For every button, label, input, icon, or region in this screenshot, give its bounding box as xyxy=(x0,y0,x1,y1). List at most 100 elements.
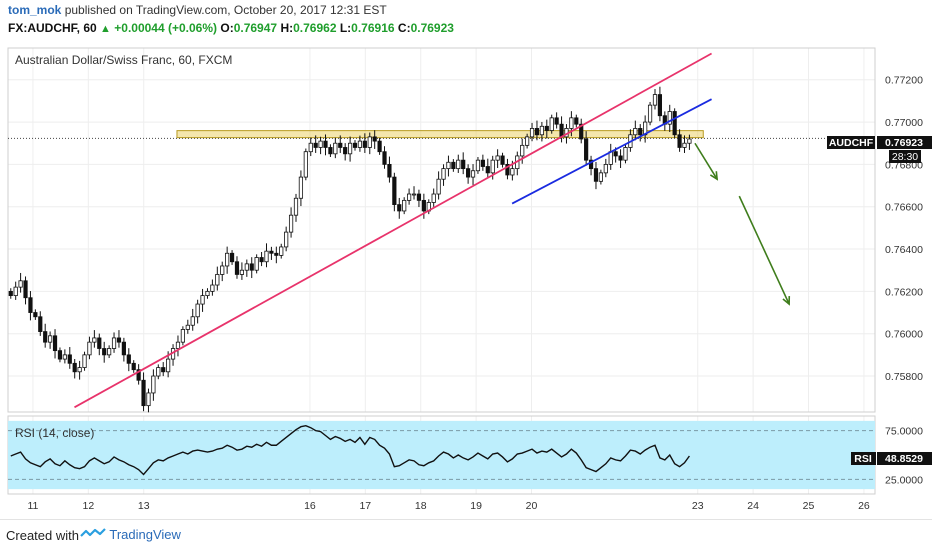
price-tick-label: 0.76000 xyxy=(885,329,923,341)
price-tick-label: 0.75800 xyxy=(885,371,923,383)
arrow-head xyxy=(709,171,719,181)
downward-arrow xyxy=(694,142,718,180)
candle-body xyxy=(77,367,82,373)
candle-body xyxy=(303,151,308,178)
candle-body xyxy=(180,329,185,343)
time-tick-label: 12 xyxy=(82,500,94,512)
candle-body xyxy=(323,140,328,148)
candle-body xyxy=(318,140,323,148)
candle-body xyxy=(338,142,343,148)
candle-body xyxy=(549,117,554,131)
candle-body xyxy=(421,199,426,212)
arrow-head xyxy=(782,296,791,306)
candle-body xyxy=(220,265,225,275)
candle-body xyxy=(333,142,338,155)
price-tick-label: 0.77200 xyxy=(885,75,923,87)
candle-body xyxy=(274,252,279,256)
rsi-pane xyxy=(8,420,875,490)
candle-body xyxy=(569,117,574,129)
candle-body xyxy=(97,337,102,349)
tradingview-brand: TradingView xyxy=(109,527,181,542)
candle-body xyxy=(559,123,564,138)
candle-body xyxy=(244,263,249,271)
candle-body xyxy=(500,155,505,165)
candle-body xyxy=(92,337,97,343)
candle-body xyxy=(475,159,481,172)
candle-body xyxy=(672,111,677,136)
candle-body xyxy=(215,274,220,286)
candle-body xyxy=(111,337,117,349)
candle-body xyxy=(38,316,43,332)
candle-body xyxy=(652,94,658,106)
symbol-label[interactable]: FX:AUDCHF, 60 xyxy=(8,21,97,35)
candle-body xyxy=(131,362,136,371)
candle-body xyxy=(23,280,28,299)
rsi-axis[interactable]: 25.0000 75.0000 xyxy=(885,426,923,487)
candle-body xyxy=(544,125,549,131)
price-tick-label: 0.76600 xyxy=(885,202,923,214)
candle-body xyxy=(593,168,599,182)
candle-body xyxy=(657,94,663,117)
candle-body xyxy=(362,140,367,148)
candle-body xyxy=(677,134,682,148)
open-label: O: xyxy=(220,21,234,35)
candle-body xyxy=(116,337,122,343)
candle-body xyxy=(33,312,38,318)
bar-countdown: 28:30 xyxy=(892,151,918,163)
candle-body xyxy=(510,168,515,176)
publish-info: tom_mok published on TradingView.com, Oc… xyxy=(8,3,387,17)
candle-body xyxy=(392,176,397,206)
candle-body xyxy=(175,341,181,349)
rsi-last-value: 48.8529 xyxy=(885,453,923,465)
ohlc-legend: FX:AUDCHF, 60 ▲ +0.00044 (+0.06%) O:0.76… xyxy=(8,21,454,35)
candle-body xyxy=(166,358,171,373)
time-axis[interactable]: 11 12 13 16 17 18 19 20 23 24 25 26 xyxy=(27,500,869,512)
rsi-last-box xyxy=(877,452,932,465)
rsi-band xyxy=(8,420,875,490)
candle-body xyxy=(451,161,456,170)
downward-arrow xyxy=(738,195,790,305)
time-tick-label: 25 xyxy=(803,500,815,512)
candle-body xyxy=(441,168,446,180)
candle-body xyxy=(18,280,23,288)
candle-body xyxy=(313,142,318,148)
candle-body xyxy=(495,155,500,161)
candle-body xyxy=(520,144,525,157)
candle-body xyxy=(372,136,377,142)
last-price-label: 0.76923 xyxy=(885,137,923,149)
candle-body xyxy=(347,142,353,155)
candle-body xyxy=(633,128,638,136)
price-chart[interactable]: Australian Dollar/Swiss Franc, 60, FXCM … xyxy=(0,40,932,519)
low-label: L: xyxy=(339,21,352,35)
candle-body xyxy=(279,246,284,256)
candle-body xyxy=(461,159,466,170)
price-tick-label: 0.77000 xyxy=(885,117,923,129)
candle-body xyxy=(102,348,107,356)
high-label: H: xyxy=(280,21,294,35)
rsi-series-line xyxy=(10,425,690,476)
candle-body xyxy=(195,303,200,318)
candle-body xyxy=(407,193,412,201)
tradingview-logo[interactable]: TradingView xyxy=(80,527,181,542)
candle-body xyxy=(603,163,608,174)
close-label: C: xyxy=(397,21,411,35)
candle-body xyxy=(225,252,230,267)
tradingview-logo-icon xyxy=(80,528,106,537)
candle-body xyxy=(416,193,422,201)
candle-body xyxy=(72,362,77,373)
candle-body xyxy=(200,295,205,305)
candle-body xyxy=(456,159,461,170)
candle-body xyxy=(62,354,67,360)
candle-body xyxy=(466,168,471,178)
price-axis[interactable]: 0.758000.760000.762000.764000.766000.768… xyxy=(885,75,923,383)
time-tick-label: 11 xyxy=(27,500,38,512)
candle-body xyxy=(682,142,687,148)
candle-body xyxy=(87,341,92,356)
candle-body xyxy=(13,286,18,297)
rsi-tick-label: 25.0000 xyxy=(885,474,923,486)
candle-body xyxy=(647,104,653,123)
candle-body xyxy=(234,261,240,275)
candle-body xyxy=(397,204,402,212)
price-tick-label: 0.76200 xyxy=(885,286,923,298)
author-link[interactable]: tom_mok xyxy=(8,3,62,17)
